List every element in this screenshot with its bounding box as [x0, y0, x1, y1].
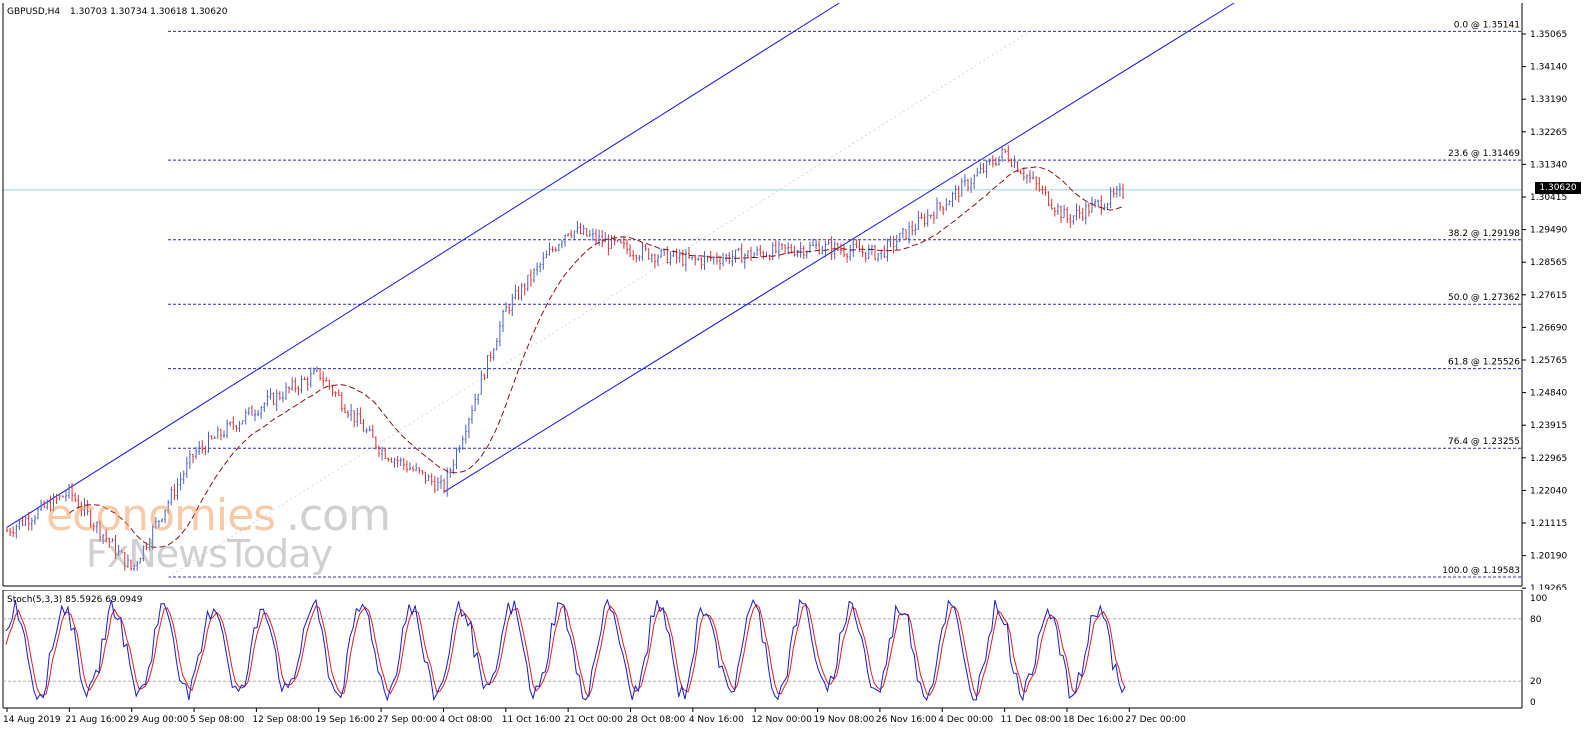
- current-price-label: 1.30620: [1535, 182, 1581, 194]
- price-tick-label: 1.33190: [1530, 95, 1567, 105]
- time-tick-label: 12 Sep 08:00: [252, 715, 312, 725]
- channel-line: [443, 2, 1235, 493]
- price-tick-label: 1.30415: [1530, 193, 1567, 203]
- stochastic-main-line: [5, 598, 1126, 702]
- price-chart[interactable]: 0.0 @ 1.35141 23.6 @ 1.31469 38.2 @ 1.2919…: [0, 0, 1596, 590]
- stochastic-level-label: 20: [1530, 677, 1542, 687]
- candlesticks: [6, 145, 1124, 572]
- time-tick-label: 11 Oct 16:00: [502, 715, 561, 725]
- fib-level-label: 61.8 @ 1.25526: [1448, 358, 1520, 368]
- time-tick-label: 4 Dec 00:00: [938, 715, 993, 725]
- price-tick-label: 1.29490: [1530, 226, 1567, 236]
- time-tick-label: 19 Sep 16:00: [315, 715, 375, 725]
- price-tick-label: 1.28565: [1530, 258, 1567, 268]
- price-axis: 1.35065 1.34140 1.33190 1.32265 1.31340 1.304…: [1522, 30, 1567, 590]
- ohlc-label: 1.30703 1.30734 1.30618 1.30620: [70, 7, 228, 17]
- price-tick-label: 1.22040: [1530, 486, 1567, 496]
- channel-line: [6, 2, 840, 528]
- time-tick-label: 19 Nov 08:00: [814, 715, 875, 725]
- stochastic-level-label: 0: [1530, 698, 1536, 708]
- price-tick-label: 1.34140: [1530, 63, 1567, 73]
- time-tick-label: 27 Dec 00:00: [1125, 715, 1186, 725]
- time-tick-label: 11 Dec 08:00: [1001, 715, 1062, 725]
- fib-level-label: 76.4 @ 1.23255: [1448, 437, 1520, 447]
- price-chart-background: [0, 0, 1596, 590]
- time-tick-label: 29 Aug 00:00: [128, 715, 189, 725]
- fib-level-label: 38.2 @ 1.29198: [1448, 229, 1520, 239]
- symbol-label: GBPUSD,H4: [7, 7, 60, 17]
- price-tick-label: 1.26690: [1530, 323, 1567, 333]
- time-tick-label: 21 Aug 16:00: [65, 715, 126, 725]
- moving-average-line: [68, 166, 1124, 548]
- stochastic-level-label: 100: [1530, 594, 1547, 604]
- price-tick-label: 1.24840: [1530, 389, 1567, 399]
- time-tick-label: 26 Nov 16:00: [876, 715, 937, 725]
- stochastic-panel[interactable]: 100 80 20 0 Stoch(5,3,3) 85.5926 69.0949 14…: [0, 590, 1596, 743]
- price-tick-label: 1.27615: [1530, 291, 1567, 301]
- price-tick-label: 1.23915: [1530, 421, 1567, 431]
- price-tick-label: 1.31340: [1530, 160, 1567, 170]
- time-tick-label: 27 Sep 00:00: [377, 715, 437, 725]
- stochastic-signal-line: [5, 603, 1126, 698]
- fib-level-label: 50.0 @ 1.27362: [1448, 293, 1520, 303]
- price-tick-label: 1.19265: [1530, 584, 1567, 590]
- time-tick-label: 14 Aug 2019: [3, 715, 61, 725]
- price-tick-label: 1.21115: [1530, 519, 1567, 529]
- fib-level-label: 23.6 @ 1.31469: [1448, 149, 1520, 159]
- time-axis: 14 Aug 2019 21 Aug 16:00 29 Aug 00:00 5 Sep…: [3, 708, 1186, 725]
- price-tick-label: 1.32265: [1530, 128, 1567, 138]
- fib-anchor-line: [167, 30, 1031, 578]
- price-tick-label: 1.22965: [1530, 454, 1567, 464]
- stochastic-title: Stoch(5,3,3) 85.5926 69.0949: [7, 595, 143, 605]
- stochastic-levels: 100 80 20 0: [3, 594, 1547, 708]
- trend-channel[interactable]: [6, 2, 1235, 528]
- time-tick-label: 21 Oct 00:00: [564, 715, 623, 725]
- fib-level-label: 0.0 @ 1.35141: [1454, 20, 1520, 30]
- time-tick-label: 5 Sep 08:00: [190, 715, 245, 725]
- stochastic-level-label: 80: [1530, 615, 1542, 625]
- price-tick-label: 1.25765: [1530, 356, 1567, 366]
- fibonacci-retracement[interactable]: 0.0 @ 1.35141 23.6 @ 1.31469 38.2 @ 1.2919…: [167, 20, 1522, 578]
- price-tick-label: 1.35065: [1530, 30, 1567, 40]
- time-tick-label: 12 Nov 00:00: [751, 715, 812, 725]
- time-tick-label: 28 Oct 08:00: [627, 715, 686, 725]
- price-tick-label: 1.20190: [1530, 552, 1567, 562]
- time-tick-label: 18 Dec 16:00: [1063, 715, 1124, 725]
- fib-level-label: 100.0 @ 1.19583: [1442, 566, 1520, 576]
- time-tick-label: 4 Nov 16:00: [689, 715, 744, 725]
- time-tick-label: 4 Oct 08:00: [439, 715, 492, 725]
